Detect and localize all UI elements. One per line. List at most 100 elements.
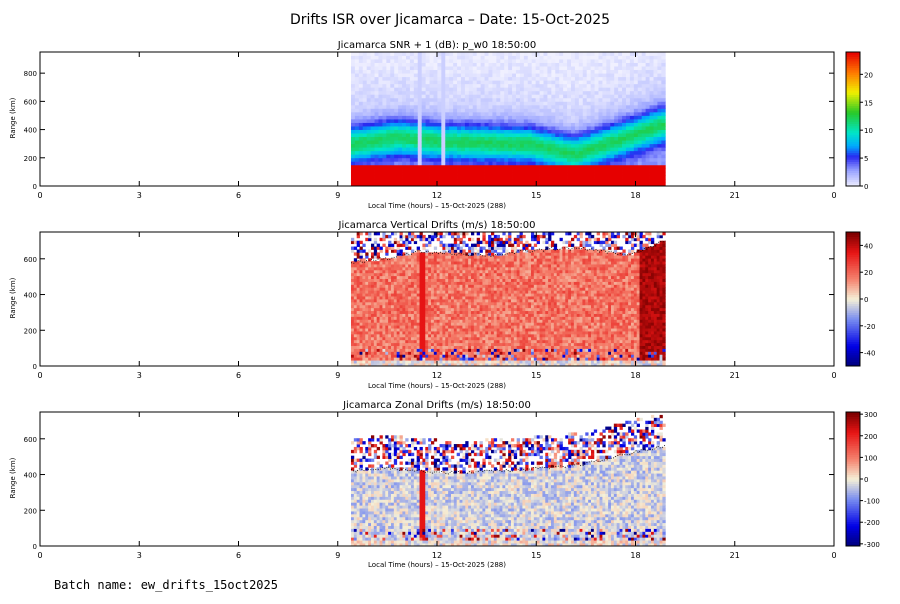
snr-cell: [634, 112, 638, 116]
vertical-cell: [465, 331, 468, 334]
snr-cell: [449, 87, 453, 91]
snr-cell: [500, 133, 504, 137]
vertical-cell: [462, 314, 465, 317]
snr-cell: [469, 112, 473, 116]
snr-cell: [536, 165, 540, 169]
vertical-cell: [380, 314, 383, 317]
snr-cell: [414, 140, 418, 144]
snr-cell: [485, 56, 489, 60]
snr-cell: [532, 91, 536, 95]
snr-cell: [398, 70, 402, 74]
snr-cell: [630, 115, 634, 119]
snr-cell: [355, 91, 359, 95]
vertical-cell: [365, 255, 368, 258]
vertical-cell: [460, 247, 463, 250]
snr-cell: [449, 130, 453, 134]
snr-cell: [398, 154, 402, 158]
snr-cell: [630, 126, 634, 130]
vertical-cell: [408, 346, 411, 349]
vertical-cell: [371, 308, 374, 311]
snr-cell: [457, 105, 461, 109]
vertical-cell: [428, 290, 431, 293]
snr-cell: [481, 147, 485, 151]
snr-cell: [469, 172, 473, 176]
vertical-cell: [394, 319, 397, 322]
vertical-cell: [365, 308, 368, 311]
vertical-cell: [362, 282, 365, 285]
snr-cell: [351, 140, 355, 144]
vertical-cell: [425, 261, 428, 264]
snr-cell: [445, 52, 449, 56]
snr-cell: [496, 123, 500, 127]
snr-cell: [618, 66, 622, 70]
vertical-cell: [382, 322, 385, 325]
snr-cell: [406, 115, 410, 119]
vertical-cell: [357, 296, 360, 299]
vertical-cell: [405, 270, 408, 273]
snr-cell: [532, 52, 536, 56]
snr-cell: [437, 126, 441, 130]
vertical-cell: [388, 322, 391, 325]
snr-cell: [445, 165, 449, 169]
snr-cell: [642, 66, 646, 70]
vertical-cell: [440, 273, 443, 276]
snr-cell: [598, 140, 602, 144]
snr-cell: [524, 112, 528, 116]
snr-cell: [382, 98, 386, 102]
vertical-cell: [360, 279, 363, 282]
snr-cell: [488, 175, 492, 179]
snr-cell: [626, 133, 630, 137]
snr-cell: [512, 112, 516, 116]
snr-cell: [653, 165, 657, 169]
snr-cell: [657, 154, 661, 158]
snr-cell: [626, 63, 630, 67]
snr-cell: [661, 165, 665, 169]
snr-cell: [375, 179, 379, 183]
snr-cell: [587, 112, 591, 116]
snr-cell: [626, 165, 630, 169]
vertical-cell: [371, 264, 374, 267]
snr-cell: [363, 158, 367, 162]
vertical-cell: [371, 354, 374, 357]
snr-cell: [504, 165, 508, 169]
vertical-cell: [405, 349, 408, 352]
snr-cell: [485, 123, 489, 127]
vertical-cell: [451, 270, 454, 273]
snr-cell: [504, 158, 508, 162]
snr-cell: [524, 98, 528, 102]
snr-cell: [473, 168, 477, 172]
vertical-cell: [362, 316, 365, 319]
snr-cell: [583, 175, 587, 179]
snr-cell: [402, 108, 406, 112]
vertical-cell: [451, 284, 454, 287]
vertical-cell: [374, 252, 377, 255]
snr-cell: [614, 66, 618, 70]
vertical-cell: [462, 340, 465, 343]
snr-cell: [536, 84, 540, 88]
snr-cell: [500, 144, 504, 148]
snr-cell: [461, 165, 465, 169]
snr-cell: [528, 151, 532, 155]
snr-cell: [488, 151, 492, 155]
snr-cell: [488, 123, 492, 127]
snr-cell: [430, 154, 434, 158]
snr-cell: [398, 175, 402, 179]
snr-cell: [359, 80, 363, 84]
snr-cell: [437, 77, 441, 81]
snr-cell: [433, 94, 437, 98]
snr-cell: [524, 179, 528, 183]
vertical-cell: [454, 249, 457, 252]
snr-cell: [445, 133, 449, 137]
snr-cell: [449, 147, 453, 151]
vertical-cell: [437, 328, 440, 331]
snr-cell: [394, 91, 398, 95]
snr-cell: [587, 63, 591, 67]
vertical-cell: [354, 337, 357, 340]
snr-cell: [520, 94, 524, 98]
snr-cell: [445, 154, 449, 158]
vertical-cell: [408, 354, 411, 357]
vertical-cell: [422, 235, 425, 238]
vertical-cell: [440, 322, 443, 325]
snr-cell: [351, 84, 355, 88]
vertical-cell: [365, 238, 368, 241]
